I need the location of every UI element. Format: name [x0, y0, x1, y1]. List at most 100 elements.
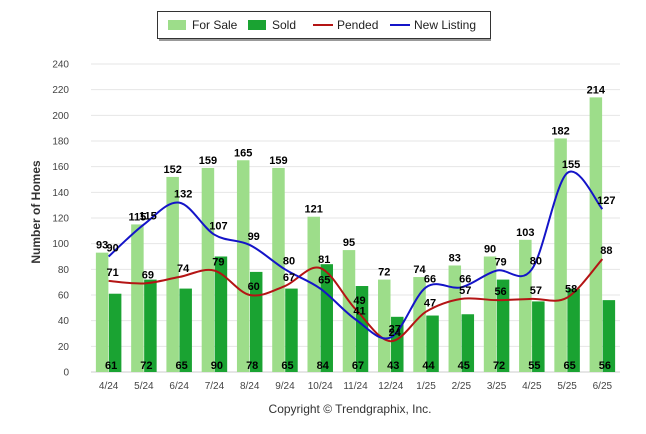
x-tick-label: 4/25 — [522, 381, 542, 392]
x-tick-label: 8/24 — [240, 381, 260, 392]
x-tick-label: 5/25 — [557, 381, 577, 392]
label-for-sale: 121 — [305, 204, 323, 216]
bar-for-sale — [236, 160, 250, 372]
label-for-sale: 182 — [551, 125, 569, 137]
label-for-sale: 103 — [516, 227, 534, 239]
x-tick-label: 9/24 — [275, 381, 295, 392]
y-tick-label: 120 — [52, 214, 69, 225]
label-pended: 57 — [530, 285, 542, 297]
label-for-sale: 159 — [199, 155, 217, 167]
bar-sold — [532, 301, 545, 372]
label-new-listing: 127 — [597, 195, 615, 207]
line-new-listing — [107, 170, 604, 340]
label-sold: 84 — [317, 360, 330, 372]
label-pended: 58 — [565, 284, 577, 296]
legend-label-for-sale: For Sale — [192, 18, 238, 32]
y-tick-label: 40 — [58, 316, 70, 327]
bar-sold — [355, 286, 369, 372]
label-new-listing: 65 — [318, 275, 330, 287]
label-new-listing: 66 — [424, 273, 436, 285]
y-tick-label: 20 — [58, 342, 70, 353]
label-new-listing: 27 — [389, 323, 401, 335]
label-pended: 69 — [142, 269, 154, 281]
bar-sold — [567, 288, 580, 372]
x-tick-label: 12/24 — [378, 381, 403, 392]
bar-for-sale — [378, 279, 391, 372]
bar-sold — [496, 279, 510, 372]
label-for-sale: 93 — [96, 240, 108, 252]
copyright-text: Copyright © Trendgraphix, Inc. — [269, 402, 432, 416]
y-tick-label: 100 — [52, 239, 69, 250]
label-new-listing: 132 — [174, 189, 192, 201]
label-new-listing: 80 — [530, 255, 542, 267]
label-for-sale: 90 — [484, 244, 496, 256]
label-pended: 71 — [107, 267, 119, 279]
label-new-listing: 99 — [248, 231, 260, 243]
label-for-sale: 159 — [269, 155, 287, 167]
label-for-sale: 152 — [163, 164, 181, 176]
x-tick-label: 4/24 — [99, 381, 119, 392]
label-sold: 43 — [387, 360, 399, 372]
label-new-listing: 80 — [283, 255, 295, 267]
bar-for-sale — [413, 277, 426, 372]
bar-for-sale — [272, 167, 285, 372]
y-tick-label: 160 — [52, 162, 69, 173]
x-tick-label: 3/25 — [487, 381, 507, 392]
y-tick-label: 60 — [58, 291, 70, 302]
label-for-sale: 165 — [234, 147, 252, 159]
label-for-sale: 115 — [129, 211, 147, 223]
label-pended: 24 — [389, 327, 402, 339]
y-tick-label: 180 — [52, 137, 69, 148]
bar-for-sale — [342, 250, 356, 372]
x-tick-label: 2/25 — [452, 381, 472, 392]
bar-sold — [602, 300, 616, 372]
x-tick-label: 6/24 — [169, 381, 189, 392]
label-sold: 67 — [352, 360, 364, 372]
label-pended: 60 — [248, 281, 260, 293]
y-tick-label: 140 — [52, 188, 69, 199]
label-new-listing: 41 — [353, 305, 365, 317]
x-tick-label: 5/24 — [134, 381, 154, 392]
bar-sold — [249, 271, 263, 372]
label-new-listing: 107 — [209, 221, 227, 233]
label-pended: 74 — [177, 263, 190, 275]
label-new-listing: 155 — [562, 159, 580, 171]
bar-for-sale — [166, 176, 179, 372]
legend-label-sold: Sold — [272, 18, 296, 32]
label-for-sale: 72 — [378, 267, 390, 279]
label-sold: 78 — [246, 360, 258, 372]
bar-sold — [426, 315, 439, 372]
label-new-listing: 66 — [459, 273, 471, 285]
bar-sold — [179, 288, 192, 372]
bar-for-sale — [483, 256, 497, 372]
label-new-listing: 115 — [139, 210, 157, 222]
bar-for-sale — [448, 265, 462, 372]
label-pended: 49 — [353, 295, 365, 307]
label-sold: 61 — [105, 360, 117, 372]
x-tick-label: 6/25 — [593, 381, 613, 392]
bar-sold — [391, 316, 404, 372]
legend-swatch-for-sale — [168, 20, 186, 30]
bar-sold — [285, 288, 298, 372]
line-pended — [108, 258, 604, 343]
y-tick-label: 80 — [58, 265, 70, 276]
label-sold: 45 — [458, 360, 470, 372]
bar-for-sale — [554, 138, 567, 372]
label-sold: 44 — [422, 360, 435, 372]
bar-for-sale — [589, 97, 603, 372]
label-pended: 81 — [318, 254, 330, 266]
bar-sold — [108, 293, 122, 372]
label-new-listing: 79 — [494, 257, 506, 269]
x-tick-label: 10/24 — [308, 381, 333, 392]
label-pended: 47 — [424, 298, 436, 310]
label-new-listing: 90 — [107, 243, 119, 255]
lines — [107, 170, 604, 343]
legend-label-pended: Pended — [337, 18, 378, 32]
label-sold: 65 — [176, 360, 188, 372]
bar-for-sale — [131, 224, 144, 372]
x-tick-label: 11/24 — [343, 381, 368, 392]
label-for-sale: 74 — [413, 264, 426, 276]
label-pended: 57 — [459, 285, 471, 297]
y-axis: 0 20 40 60 80 100 120 140 160 180 200 220 240 — [52, 60, 620, 379]
